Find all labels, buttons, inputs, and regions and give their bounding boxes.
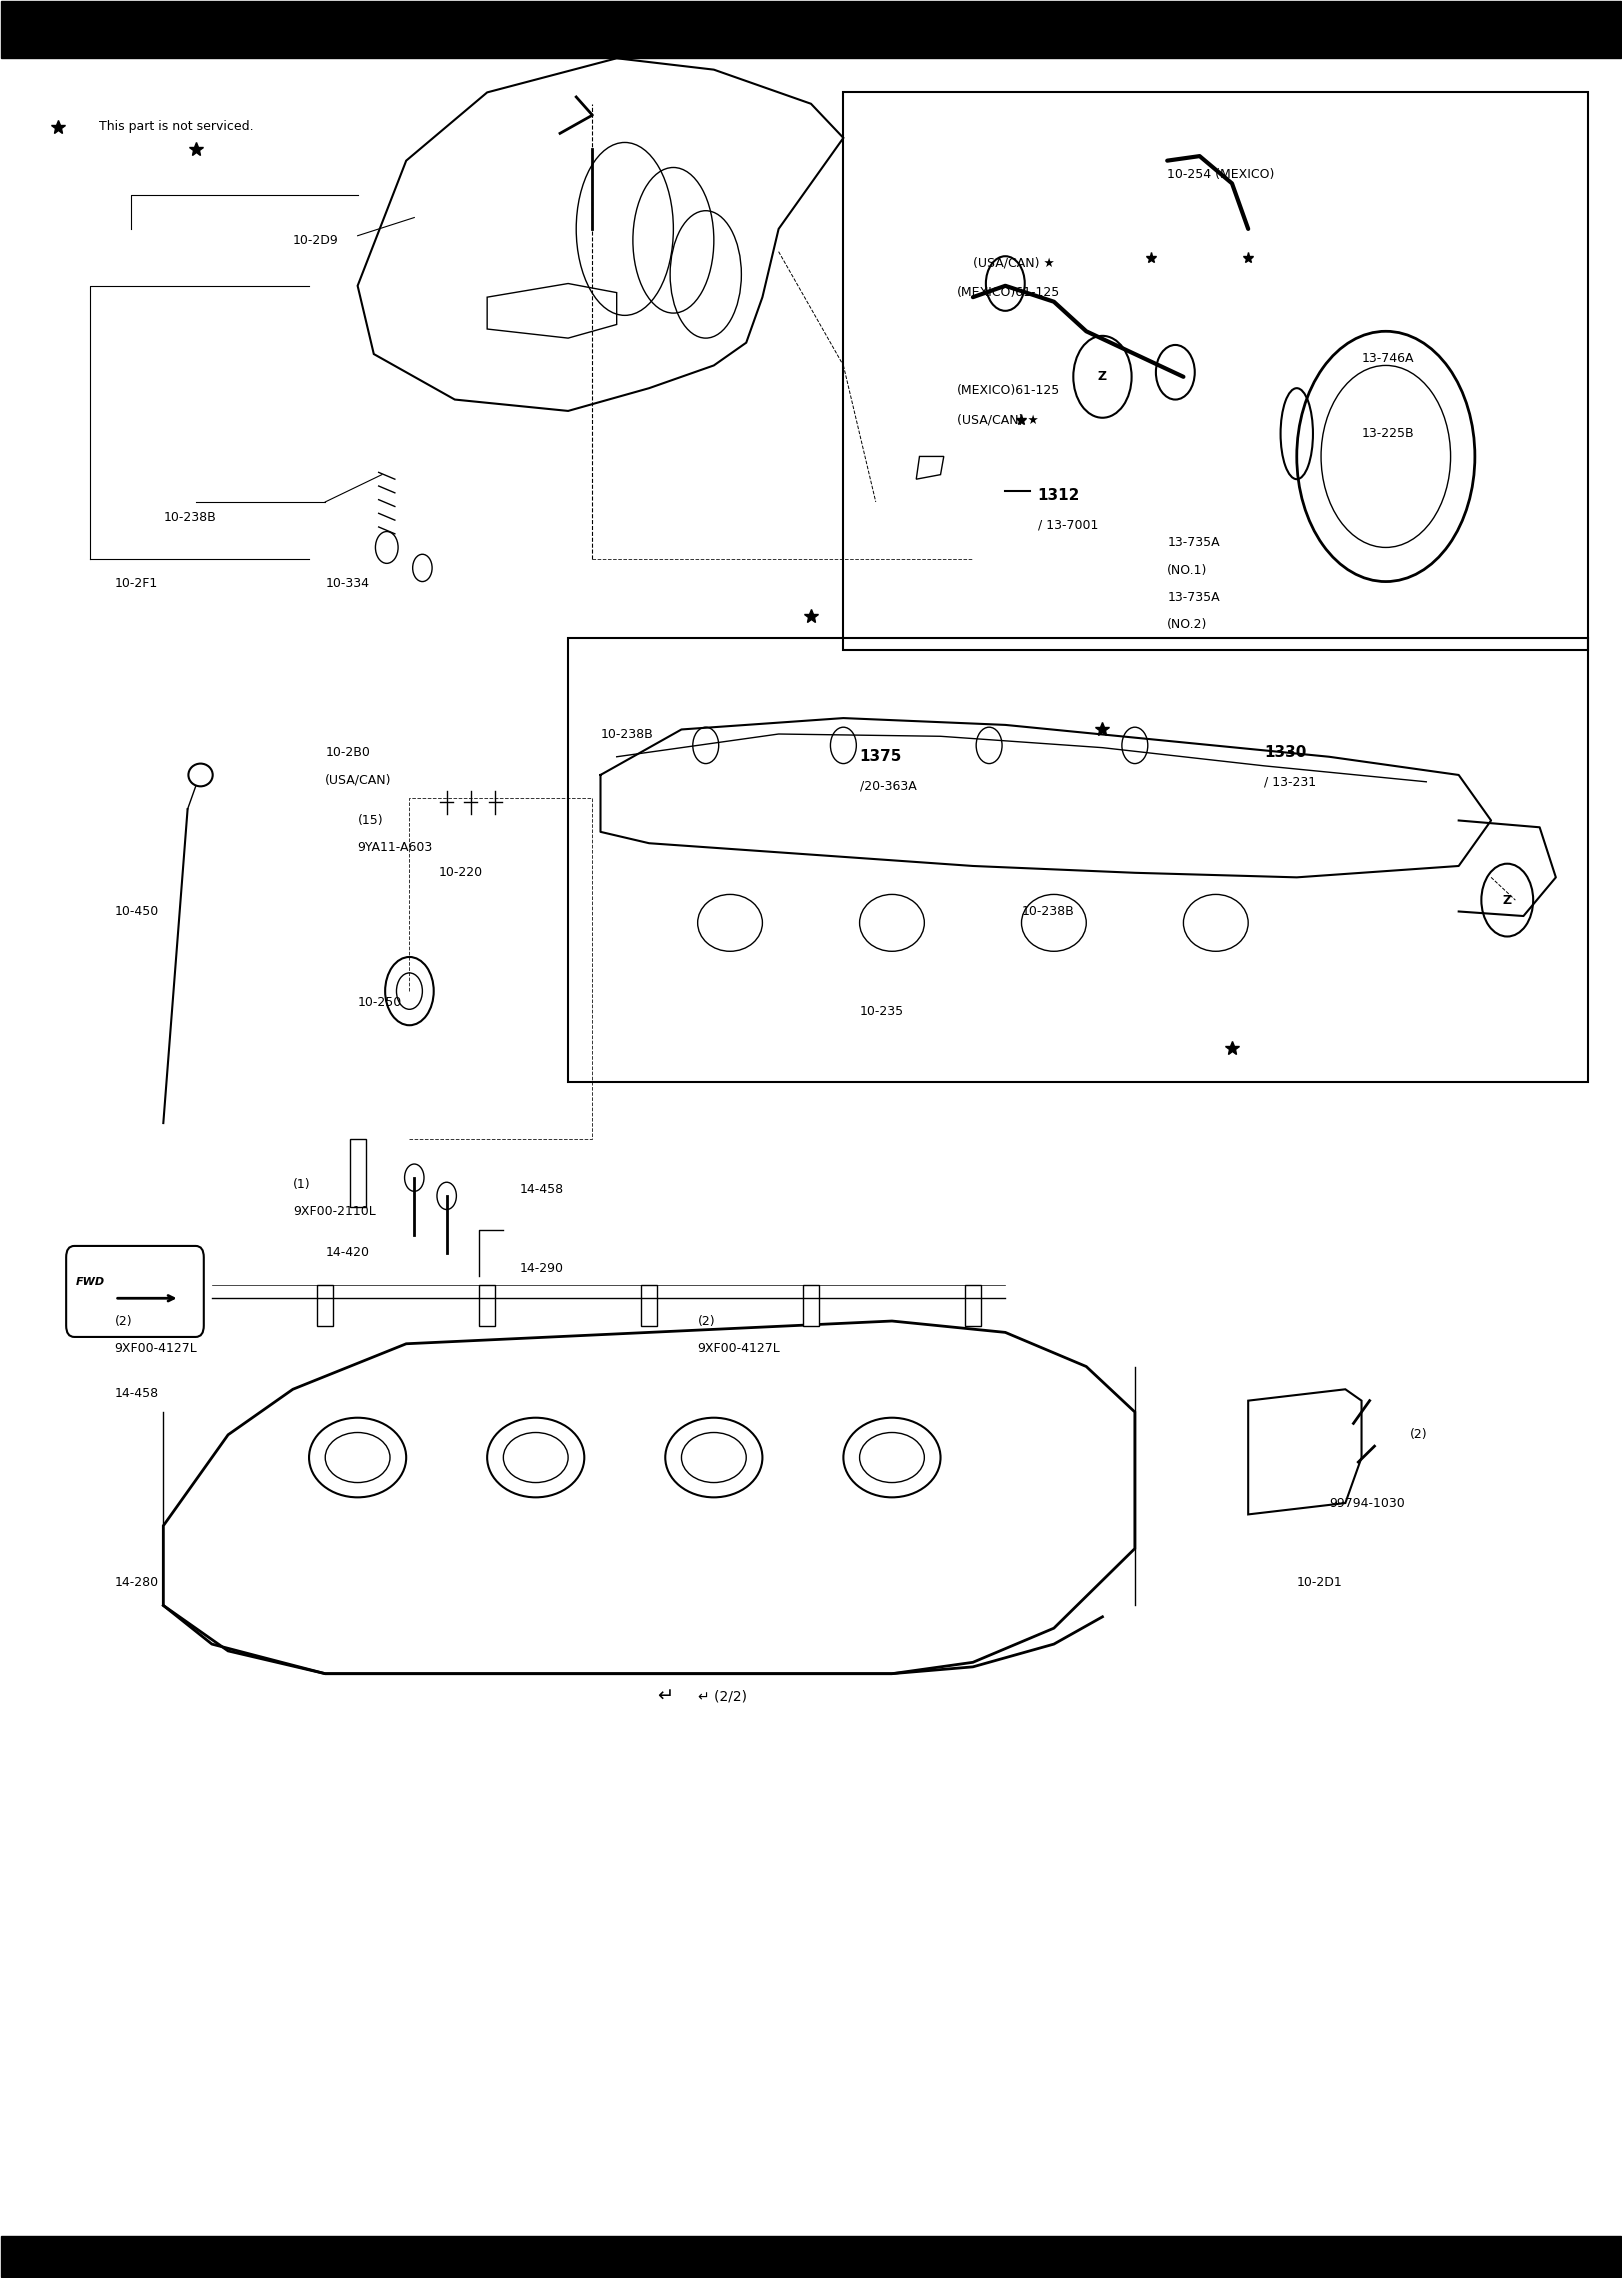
Bar <box>318 1285 334 1326</box>
Text: (NO.2): (NO.2) <box>1168 617 1208 631</box>
Text: 10-450: 10-450 <box>115 904 159 918</box>
Text: 10-250: 10-250 <box>357 995 402 1009</box>
Text: 13-735A: 13-735A <box>1168 590 1220 604</box>
Text: 1312: 1312 <box>1038 487 1080 503</box>
Text: (MEXICO)61-125: (MEXICO)61-125 <box>957 287 1061 298</box>
Text: 9YA11-A603: 9YA11-A603 <box>357 841 433 854</box>
Text: 1330: 1330 <box>1265 745 1307 759</box>
Text: This part is not serviced.: This part is not serviced. <box>99 121 253 132</box>
Text: 9XF00-2110L: 9XF00-2110L <box>294 1205 376 1219</box>
Text: (2): (2) <box>697 1314 715 1328</box>
Text: 14-280: 14-280 <box>115 1576 159 1590</box>
Text: 10-238B: 10-238B <box>164 510 216 524</box>
Text: 14-420: 14-420 <box>326 1246 370 1260</box>
Bar <box>478 1285 495 1326</box>
Text: Z: Z <box>1098 371 1108 383</box>
Text: 13-735A: 13-735A <box>1168 535 1220 549</box>
Text: 10-334: 10-334 <box>326 576 370 590</box>
Bar <box>641 1285 657 1326</box>
Bar <box>2 2 1620 59</box>
Text: ↵ (2/2): ↵ (2/2) <box>697 1690 746 1704</box>
Text: 10-2F1: 10-2F1 <box>115 576 157 590</box>
Text: (NO.1): (NO.1) <box>1168 563 1208 576</box>
Text: 10-238B: 10-238B <box>600 727 654 740</box>
Text: 10-2D1: 10-2D1 <box>1296 1576 1343 1590</box>
Circle shape <box>412 554 431 581</box>
Text: (USA/CAN) ★: (USA/CAN) ★ <box>973 257 1054 269</box>
Text: (USA/CAN) ★: (USA/CAN) ★ <box>957 415 1038 426</box>
Text: (2): (2) <box>1410 1428 1427 1442</box>
Text: 13-225B: 13-225B <box>1361 428 1414 440</box>
Text: 10-220: 10-220 <box>438 866 483 879</box>
Text: 10-238B: 10-238B <box>1022 904 1074 918</box>
Bar <box>2 2235 1620 2276</box>
Text: 10-254 (MEXICO): 10-254 (MEXICO) <box>1168 169 1275 180</box>
Text: 10-2D9: 10-2D9 <box>294 235 339 246</box>
Text: Z: Z <box>1502 893 1512 907</box>
Text: (MEXICO)61-125: (MEXICO)61-125 <box>957 385 1061 396</box>
Text: 14-458: 14-458 <box>519 1182 564 1196</box>
Text: 99794-1030: 99794-1030 <box>1328 1497 1405 1510</box>
Text: 9XF00-4127L: 9XF00-4127L <box>115 1342 198 1355</box>
Text: (2): (2) <box>115 1314 133 1328</box>
Text: (USA/CAN): (USA/CAN) <box>326 772 393 786</box>
Bar <box>349 1139 365 1207</box>
Bar <box>965 1285 981 1326</box>
Text: (1): (1) <box>294 1178 310 1191</box>
Text: 9XF00-4127L: 9XF00-4127L <box>697 1342 780 1355</box>
Text: 14-290: 14-290 <box>519 1262 563 1276</box>
Text: 14-458: 14-458 <box>115 1387 159 1401</box>
Bar <box>568 638 1588 1082</box>
Text: / 13-231: / 13-231 <box>1265 775 1317 788</box>
Text: 13-746A: 13-746A <box>1361 353 1414 364</box>
Bar <box>843 93 1588 649</box>
Text: 10-235: 10-235 <box>860 1005 903 1018</box>
Text: FWD: FWD <box>76 1278 105 1287</box>
Text: /20-363A: /20-363A <box>860 779 916 793</box>
Text: (15): (15) <box>357 813 383 827</box>
Bar <box>803 1285 819 1326</box>
Text: 10-2B0: 10-2B0 <box>326 745 370 759</box>
Text: 1375: 1375 <box>860 749 902 763</box>
Text: / 13-7001: / 13-7001 <box>1038 517 1098 531</box>
Text: ↵: ↵ <box>657 1688 673 1706</box>
